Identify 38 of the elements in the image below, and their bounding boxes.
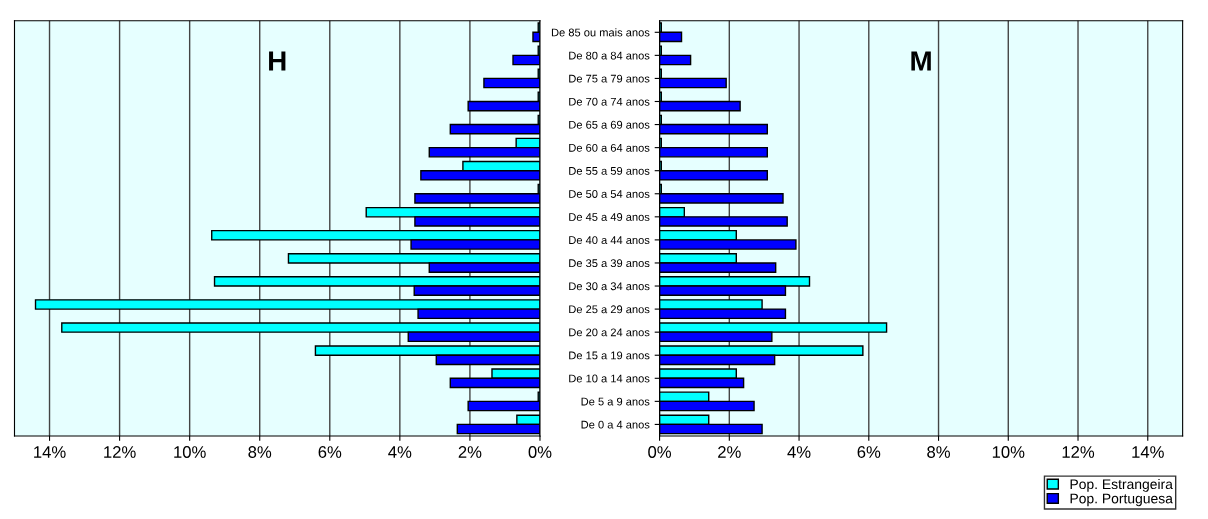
y-tick-label: De 40 a 44 anos bbox=[569, 236, 650, 245]
x-tick-label: 8% bbox=[927, 446, 950, 458]
text: M bbox=[911, 51, 931, 71]
y-tick-label: De 30 a 34 anos bbox=[569, 282, 650, 291]
x-tick-label: 4% bbox=[787, 446, 811, 458]
y-tick-label: De 20 a 24 anos bbox=[569, 328, 650, 337]
y-tick-label: De 50 a 54 anos bbox=[569, 190, 650, 198]
x-tick-label: 2% bbox=[458, 446, 482, 458]
y-tick-label: De 35 a 39 anos bbox=[569, 259, 650, 268]
y-tick-label: De 10 a 14 anos bbox=[569, 374, 650, 383]
x-tick-label: 12% bbox=[1062, 446, 1095, 458]
x-tick-label: 14% bbox=[34, 446, 66, 458]
x-tick-label: 6% bbox=[857, 446, 881, 458]
y-tick-label: De 65 a 69 anos bbox=[569, 120, 650, 129]
x-tick-label: 10% bbox=[992, 446, 1025, 458]
y-tick-label: De 25 a 29 anos bbox=[569, 305, 650, 314]
y-tick-label: De 75 a 79 anos bbox=[569, 74, 650, 83]
x-tick-label: 0% bbox=[528, 446, 552, 458]
y-tick-label: De 55 a 59 anos bbox=[569, 166, 650, 175]
x-tick-label: 6% bbox=[318, 446, 342, 458]
y-tick-label: De 80 a 84 anos bbox=[569, 51, 650, 60]
text: H bbox=[269, 51, 286, 71]
y-tick-label: De 5 a 9 anos bbox=[581, 397, 650, 406]
y-tick-label: De 85 ou mais anos bbox=[551, 28, 650, 37]
y-tick-label: De 70 a 74 anos bbox=[569, 97, 650, 106]
y-tick-label: De 60 a 64 anos bbox=[569, 143, 650, 152]
x-tick-label: 4% bbox=[388, 446, 412, 458]
y-tick-label: De 15 a 19 anos bbox=[569, 351, 650, 360]
x-tick-label: 2% bbox=[718, 446, 741, 458]
y-tick-label: De 45 a 49 anos bbox=[569, 213, 650, 221]
x-tick-label: 12% bbox=[104, 446, 136, 458]
legend-label: Pop. Estrangeira bbox=[1070, 478, 1173, 492]
legend-label: Pop. Portuguesa bbox=[1070, 493, 1173, 507]
x-tick-label: 10% bbox=[174, 446, 206, 458]
x-tick-label: 8% bbox=[248, 446, 272, 458]
x-tick-label: 0% bbox=[648, 446, 672, 458]
y-tick-label: De 0 a 4 anos bbox=[581, 420, 650, 429]
x-tick-label: 14% bbox=[1132, 446, 1164, 458]
